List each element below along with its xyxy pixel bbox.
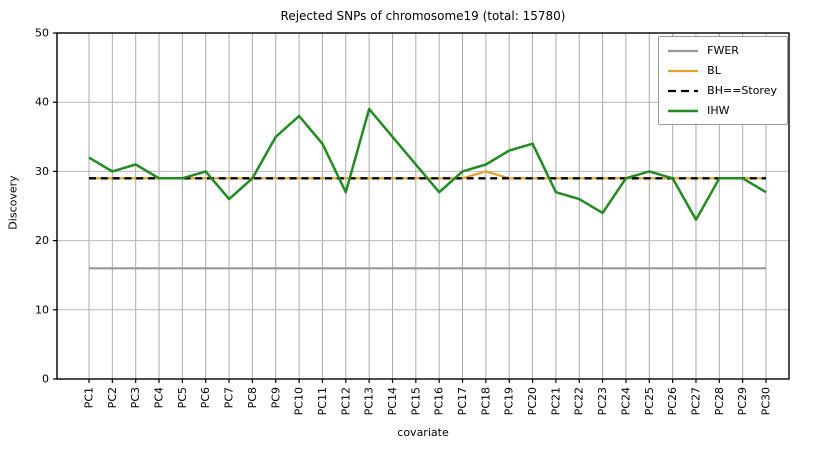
axes-spines <box>56 32 790 380</box>
legend-entry-ihw: IHW <box>668 103 777 118</box>
x-tick-label: PC7 <box>223 387 236 408</box>
x-tick-label: PC6 <box>199 387 212 408</box>
x-tick-label: PC19 <box>503 387 516 415</box>
legend-line-sample <box>668 49 699 52</box>
x-tick-label: PC30 <box>760 387 773 415</box>
x-tick-label: PC22 <box>573 387 586 415</box>
x-tick-label: PC26 <box>666 387 679 415</box>
legend: FWER BL BH==Storey IHW <box>658 36 788 125</box>
x-tick-label: PC3 <box>129 387 142 408</box>
legend-label: IHW <box>707 104 730 117</box>
y-tick-label: 40 <box>35 96 49 109</box>
x-tick-label: PC8 <box>246 387 259 408</box>
y-tick-label: 20 <box>35 234 49 247</box>
x-tick-label: PC25 <box>643 387 656 415</box>
legend-label: FWER <box>707 44 739 57</box>
x-tick-label: PC15 <box>409 387 422 415</box>
x-tick-label: PC14 <box>386 387 399 415</box>
legend-line-sample <box>668 89 699 92</box>
x-tick-label: PC28 <box>713 387 726 415</box>
x-tick-label: PC2 <box>106 387 119 408</box>
legend-label: BH==Storey <box>707 84 777 97</box>
x-tick-label: PC27 <box>689 387 702 415</box>
x-tick-label: PC29 <box>736 387 749 415</box>
x-tick-label: PC10 <box>293 387 306 415</box>
x-tick-label: PC5 <box>176 387 189 408</box>
legend-label: BL <box>707 64 721 77</box>
chart-title: Rejected SNPs of chromosome19 (total: 15… <box>280 9 566 23</box>
y-tick-label: 10 <box>35 303 49 316</box>
x-axis-label: covariate <box>397 426 449 439</box>
legend-entry-bl: BL <box>668 63 777 78</box>
x-tick-label: PC1 <box>83 387 96 408</box>
x-tick-label: PC21 <box>549 387 562 415</box>
x-tick-label: PC12 <box>339 387 352 415</box>
x-tick-label: PC18 <box>479 387 492 415</box>
x-tick-label: PC16 <box>433 387 446 415</box>
x-tick-label: PC17 <box>456 387 469 415</box>
x-tick-label: PC9 <box>269 387 282 408</box>
legend-entry-bh-storey: BH==Storey <box>668 83 777 98</box>
x-tick-label: PC13 <box>363 387 376 415</box>
y-tick-label: 0 <box>42 373 49 386</box>
x-tick-label: PC4 <box>153 387 166 408</box>
y-tick-label: 30 <box>35 165 49 178</box>
x-tick-label: PC11 <box>316 387 329 415</box>
legend-entry-fwer: FWER <box>668 43 777 58</box>
legend-line-sample <box>668 109 699 112</box>
y-tick-label: 50 <box>35 27 49 40</box>
x-tick-label: PC20 <box>526 387 539 415</box>
x-tick-label: PC24 <box>619 387 632 415</box>
legend-line-sample <box>668 69 699 72</box>
x-tick-label: PC23 <box>596 387 609 415</box>
series-line-ihw <box>88 107 767 222</box>
